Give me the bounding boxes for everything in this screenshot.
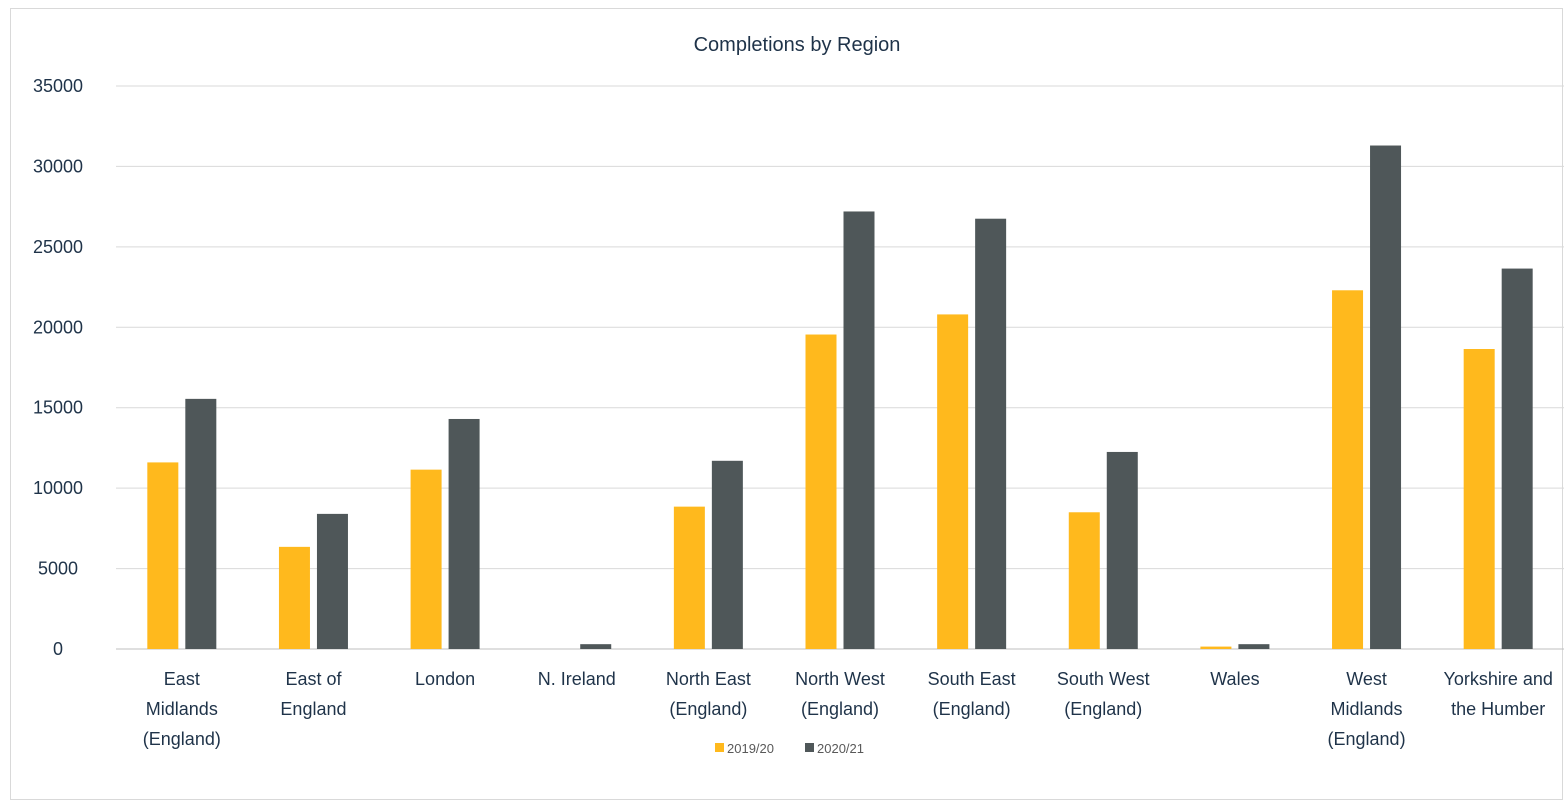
bar-2020-21-8	[1238, 644, 1270, 649]
y-tick-label: 0	[53, 639, 63, 659]
chart-title: Completions by Region	[694, 34, 901, 56]
bar-2020-21-6	[975, 218, 1007, 649]
x-category-label-line: (England)	[143, 729, 221, 749]
x-category-label-line: West	[1346, 669, 1387, 689]
x-category-label-line: (England)	[801, 699, 879, 719]
legend: 2019/20 2020/21	[715, 741, 864, 756]
y-axis-tick-labels: 0 5000 10000 15000 20000 25000 30000 35000	[33, 76, 83, 659]
x-category-label-line: Midlands	[146, 699, 218, 719]
x-category-label: East Midlands (England)	[143, 669, 221, 749]
legend-label: 2019/20	[727, 741, 774, 756]
bar-2020-21-9	[1370, 145, 1402, 649]
bar-2019-20-4	[673, 506, 705, 649]
chart-area: Completions by Region 0 5000 10000 15000 200…	[10, 8, 1564, 800]
x-category-label: East of England	[280, 669, 346, 719]
bar-2020-21-2	[448, 418, 480, 649]
bar-2020-21-7	[1106, 451, 1138, 649]
bar-2020-21-1	[316, 513, 348, 649]
x-category-label: Yorkshire and the Humber	[1443, 669, 1552, 719]
x-category-label-line: the Humber	[1451, 699, 1545, 719]
y-tick-label: 25000	[33, 237, 83, 257]
x-category-label-line: England	[280, 699, 346, 719]
x-category-label-line: (England)	[1328, 729, 1406, 749]
x-category-label-line: Wales	[1210, 669, 1259, 689]
x-category-label-line: South West	[1057, 669, 1150, 689]
legend-swatch	[805, 743, 814, 752]
bar-2019-20-8	[1200, 646, 1232, 649]
bar-2020-21-4	[711, 460, 743, 649]
x-category-label-line: Midlands	[1331, 699, 1403, 719]
x-category-label: N. Ireland	[538, 669, 616, 689]
x-category-label-line: (England)	[1064, 699, 1142, 719]
y-tick-label: 20000	[33, 317, 83, 337]
bar-2019-20-9	[1332, 290, 1364, 649]
bar-2019-20-1	[278, 546, 310, 649]
x-category-label-line: North East	[666, 669, 751, 689]
bars	[147, 145, 1533, 649]
legend-label: 2020/21	[817, 741, 864, 756]
x-category-label: South East (England)	[928, 669, 1016, 719]
x-category-label-line: (England)	[933, 699, 1011, 719]
x-category-label: West Midlands (England)	[1328, 669, 1406, 749]
y-tick-label: 10000	[33, 478, 83, 498]
bar-2019-20-6	[937, 314, 969, 649]
legend-swatch	[715, 743, 724, 752]
x-category-label: Wales	[1210, 669, 1259, 689]
x-category-label: North West (England)	[795, 669, 885, 719]
x-category-label-line: South East	[928, 669, 1016, 689]
bar-2020-21-10	[1501, 268, 1533, 649]
bar-2020-21-0	[185, 398, 217, 649]
x-category-label-line: London	[415, 669, 475, 689]
y-tick-label: 15000	[33, 398, 83, 418]
bar-2019-20-10	[1463, 349, 1495, 649]
x-category-label: South West (England)	[1057, 669, 1150, 719]
x-category-label-line: East	[164, 669, 200, 689]
bar-2019-20-5	[805, 334, 837, 649]
y-tick-label: 35000	[33, 76, 83, 96]
x-axis-category-labels: East Midlands (England) East of England Londo…	[143, 669, 1553, 749]
bar-2019-20-2	[410, 469, 442, 649]
bar-2020-21-5	[843, 211, 875, 649]
y-tick-label: 30000	[33, 156, 83, 176]
x-category-label-line: East of	[285, 669, 342, 689]
x-category-label-line: North West	[795, 669, 885, 689]
x-category-label: London	[415, 669, 475, 689]
x-category-label-line: (England)	[669, 699, 747, 719]
gridlines	[116, 85, 1564, 650]
bar-chart: Completions by Region 0 5000 10000 15000 200…	[33, 34, 1564, 756]
bar-2019-20-7	[1068, 512, 1100, 649]
bar-2020-21-3	[580, 644, 612, 649]
x-category-label-line: N. Ireland	[538, 669, 616, 689]
x-category-label: North East (England)	[666, 669, 751, 719]
y-tick-label: 5000	[38, 559, 78, 579]
bar-2019-20-0	[147, 462, 179, 649]
x-category-label-line: Yorkshire and	[1443, 669, 1552, 689]
